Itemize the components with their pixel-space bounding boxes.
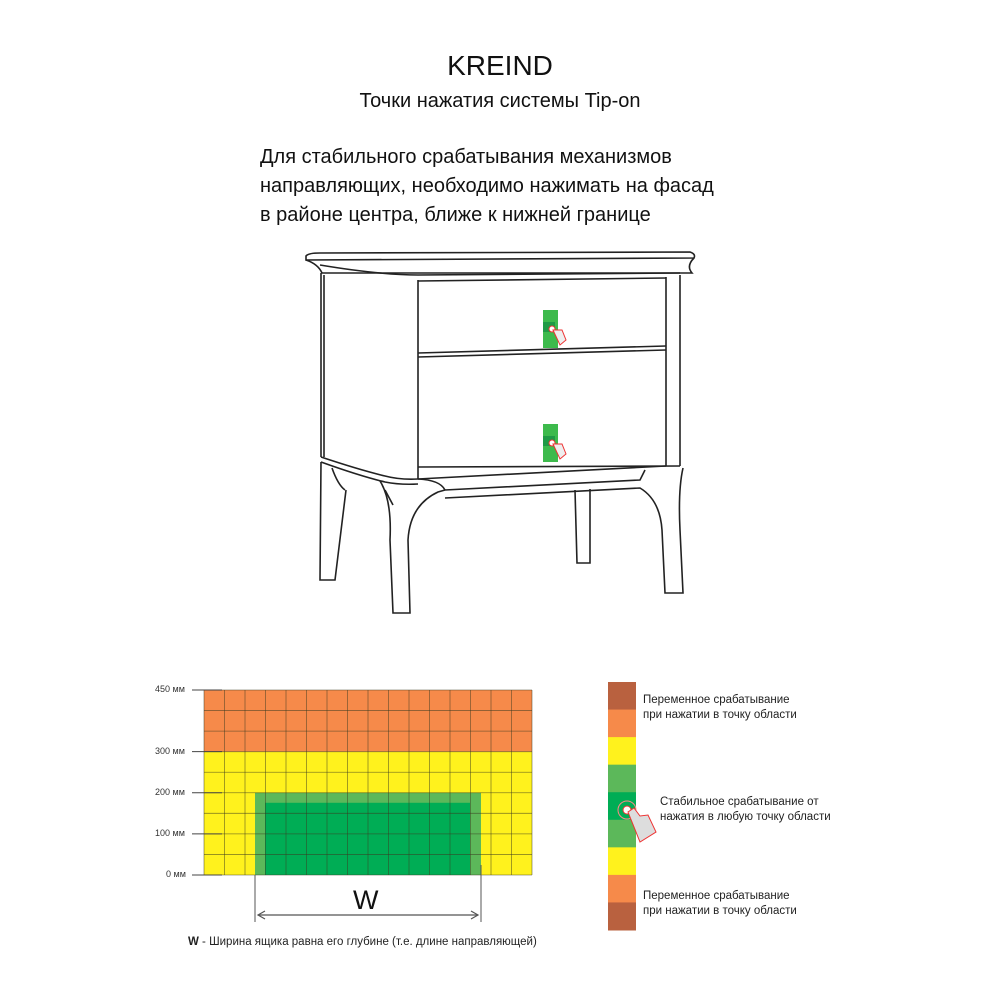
width-note-text: - Ширина ящика равна его глубине (т.е. д… [198,936,537,948]
legend-swatch [608,764,636,793]
description-line: Для стабильного срабатывания механизмов [260,146,672,168]
y-label-200: 200 мм [155,787,185,797]
y-label-300: 300 мм [155,746,185,756]
legend-stable: Стабильное срабатывание от нажатия в люб… [660,795,831,825]
press-zone-bottom-drawer [543,424,567,462]
press-zone-top-drawer [543,310,567,348]
width-label: W [353,885,379,915]
y-label-100: 100 мм [155,828,185,838]
hand-press-icon [627,807,657,843]
legend-swatch [608,819,636,848]
legend-swatch [608,902,636,931]
width-note: W - Ширина ящика равна его глубине (т.е.… [188,936,537,948]
stable-zone-inner [265,802,470,875]
legend-text: при нажатии в точку области [643,709,797,721]
brand-title: KREIND [447,50,553,81]
hand-press-icon [552,443,567,460]
legend-variable-bottom: Переменное срабатывание при нажатии в то… [643,889,797,919]
legend-swatch [608,682,636,711]
hand-press-icon [552,329,567,346]
y-label-450: 450 мм [155,684,185,694]
subtitle: Точки нажатия системы Tip-on [359,90,641,112]
drawer-top [417,277,667,358]
tabletop [305,251,696,276]
legs [319,461,684,614]
legend-swatch [608,737,636,766]
nightstand-drawing [305,251,696,614]
legend-text: Переменное срабатывание [643,694,790,706]
description-line: в районе центра, ближе к нижней границе [260,204,651,226]
legend-text: Стабильное срабатывание от [660,796,819,808]
cabinet-body [320,273,681,486]
legend-variable-top: Переменное срабатывание при нажатии в то… [643,693,797,723]
arrowheads [256,910,480,920]
width-note-bold: W [188,936,199,948]
legend-text: нажатия в любую точку области [660,811,831,823]
description: Для стабильного срабатывания механизмов … [260,143,714,230]
legend-text: Переменное срабатывание [643,890,790,902]
legend-swatch [608,709,636,738]
description-line: направляющих, необходимо нажимать на фас… [260,175,714,197]
legend-swatch [608,847,636,876]
legend-text: при нажатии в точку области [643,905,797,917]
legend-swatch [608,874,636,903]
y-label-0: 0 мм [166,869,186,879]
